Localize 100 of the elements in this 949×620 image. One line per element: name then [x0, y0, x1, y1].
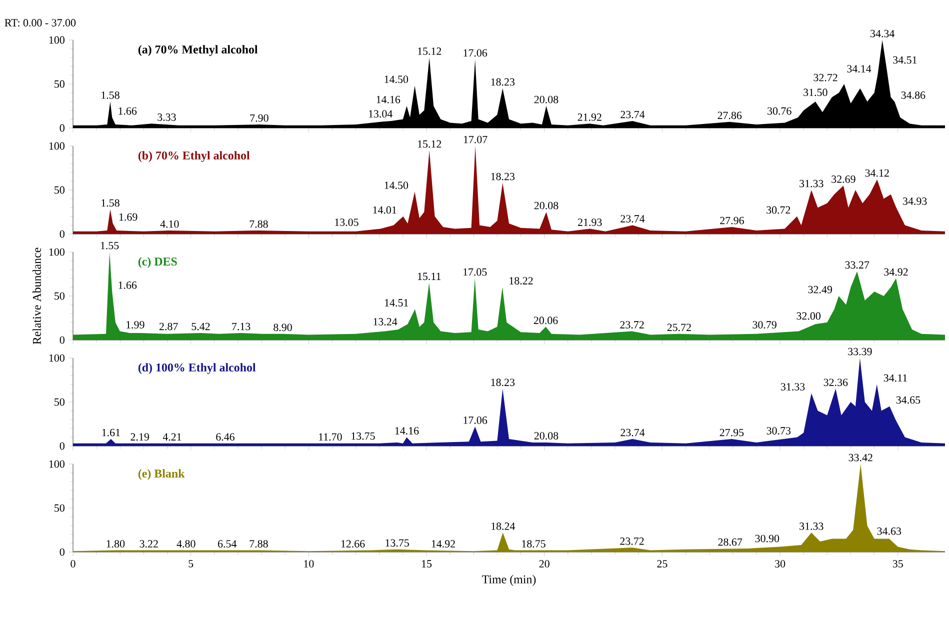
annotation: 34.92	[884, 268, 908, 276]
annotation: 14.16	[395, 427, 419, 435]
y-tick-label: 100	[49, 354, 64, 362]
annotation: 17.06	[464, 49, 488, 57]
annotation: 18.23	[491, 78, 515, 86]
annotation: 7.90	[250, 114, 268, 122]
x-tick-label: 30	[775, 560, 786, 568]
y-axis-title: Relative Abundance	[32, 248, 41, 344]
annotation: 6.54	[218, 540, 237, 548]
annotation: 13.05	[335, 218, 358, 226]
annotation: 4.21	[162, 433, 182, 441]
annotation: 18.75	[522, 540, 546, 548]
annotation: 12.66	[341, 540, 365, 548]
annotation: 33.27	[845, 261, 870, 269]
annotation: 2.87	[159, 322, 178, 330]
annotation: 1.61	[102, 428, 120, 436]
annotation: 4.80	[176, 540, 196, 548]
annotation: 17.07	[464, 136, 488, 144]
annotation: 30.72	[766, 206, 790, 214]
annotation: 17.05	[463, 268, 487, 276]
annotation: 3.33	[158, 114, 176, 121]
annotation: 13.75	[352, 432, 375, 440]
annotation: 30.76	[768, 107, 792, 115]
annotation: 14.51	[385, 299, 408, 307]
annotation: 14.92	[432, 540, 455, 548]
annotation: 27.96	[720, 216, 744, 224]
x-tick-label: 15	[422, 560, 432, 568]
x-tick-label: 20	[539, 560, 550, 568]
annotation: 32.49	[808, 286, 832, 294]
annotation: 4.10	[160, 220, 179, 228]
x-tick-label: 35	[892, 560, 903, 568]
annotation: 27.86	[718, 112, 742, 120]
chart-title: (d) 100% Ethyl alcohol	[138, 363, 256, 374]
chart-title: (a) 70% Methyl alcohol	[138, 45, 258, 56]
annotation: 34.63	[877, 527, 902, 535]
annotation: 7.88	[250, 220, 268, 228]
annotation: 30.73	[766, 427, 791, 435]
x-tick-label: 0	[70, 560, 76, 568]
annotation: 1.99	[126, 321, 144, 329]
annotation: 18.23	[491, 172, 515, 180]
annotation: 33.42	[848, 454, 872, 462]
annotation: 34.14	[847, 65, 872, 73]
annotation: 1.80	[106, 540, 125, 548]
annotation: 20.08	[534, 202, 558, 210]
y-tick-label: 50	[54, 504, 64, 512]
annotation: 2.19	[130, 433, 149, 441]
annotation: 15.11	[418, 272, 441, 280]
annotation: 20.06	[534, 316, 558, 324]
annotation: 1.69	[119, 213, 138, 221]
annotation: 30.79	[752, 321, 776, 329]
annotation: 1.58	[102, 91, 120, 99]
annotation: 34.93	[903, 198, 927, 205]
annotation: 27.95	[720, 428, 744, 436]
annotation: 14.50	[384, 76, 408, 84]
annotation: 21.92	[578, 114, 602, 121]
chart-title: (c) DES	[138, 257, 177, 268]
annotation: 34.12	[865, 169, 889, 177]
annotation: 31.33	[800, 522, 824, 530]
annotation: 18.23	[491, 378, 515, 386]
y-tick-label: 50	[54, 186, 64, 194]
annotation: 33.39	[848, 348, 872, 356]
annotation: 1.58	[102, 199, 120, 207]
annotation: 23.72	[620, 321, 644, 329]
annotation: 15.12	[418, 140, 442, 148]
annotation: 8.90	[274, 324, 292, 332]
text: RT: 0.00 - 37.00	[4, 19, 76, 26]
annotation: 34.86	[901, 91, 926, 99]
y-tick-label: 100	[49, 460, 64, 468]
x-tick-label: 10	[304, 560, 314, 568]
annotation: 31.50	[804, 88, 828, 96]
annotation: 6.46	[216, 433, 235, 441]
annotation: 13.24	[374, 318, 398, 326]
annotation: 7.13	[232, 322, 250, 330]
annotation: 15.12	[418, 48, 442, 55]
annotation: 7.88	[250, 540, 268, 548]
y-tick-label: 0	[60, 230, 64, 238]
x-axis-title: Time (min)	[482, 575, 536, 586]
y-tick-label: 50	[54, 80, 64, 88]
annotation: 13.75	[386, 539, 409, 547]
annotation: 34.65	[896, 396, 920, 404]
annotation: 17.06	[464, 416, 488, 424]
annotation: 23.74	[620, 110, 645, 118]
annotation: 30.90	[755, 534, 780, 542]
annotation: 28.67	[718, 538, 742, 546]
annotation: 32.72	[814, 74, 838, 82]
x-tick-label: 25	[657, 560, 668, 568]
annotation: 32.00	[796, 312, 820, 320]
annotation: 32.69	[832, 176, 856, 183]
annotation: 23.72	[620, 538, 644, 545]
annotation: 18.22	[510, 277, 533, 285]
annotation: 34.34	[870, 30, 894, 38]
y-tick-label: 50	[54, 398, 64, 406]
y-tick-label: 100	[49, 36, 64, 44]
annotation: 20.08	[534, 432, 558, 440]
y-tick-label: 100	[49, 142, 64, 150]
annotation: 31.33	[780, 383, 805, 391]
chart-title: (b) 70% Ethyl alcohol	[138, 151, 250, 162]
annotation: 14.50	[384, 182, 408, 190]
annotation: 23.74	[620, 428, 645, 436]
annotation: 1.66	[118, 107, 137, 115]
